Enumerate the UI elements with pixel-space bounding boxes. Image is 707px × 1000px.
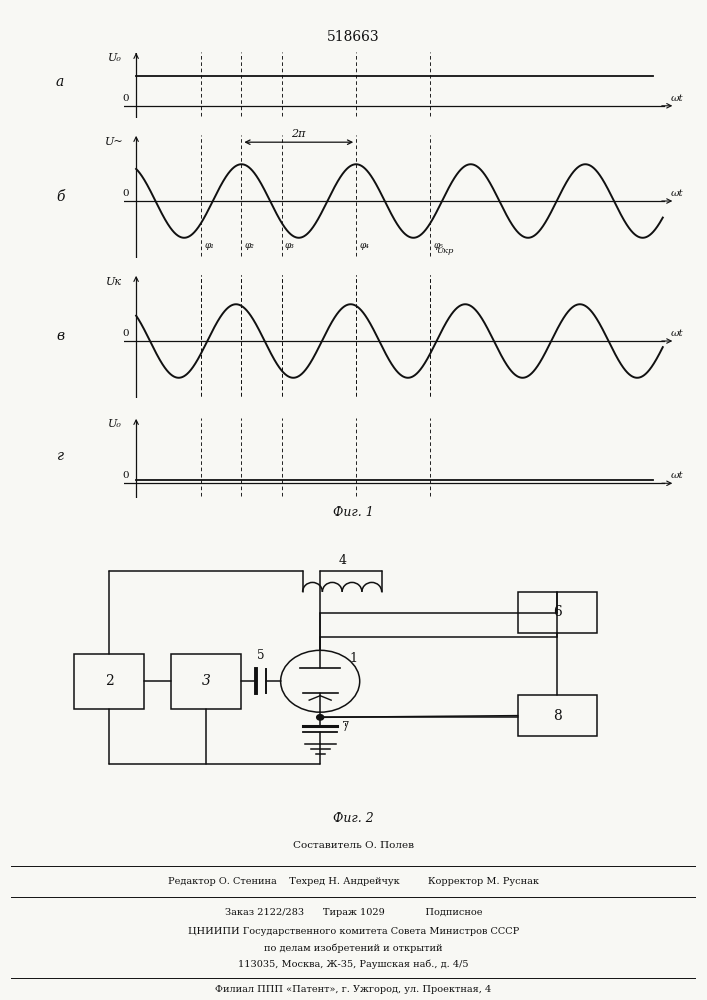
Text: Фиг. 2: Фиг. 2 — [333, 812, 374, 824]
Text: 7: 7 — [342, 721, 350, 734]
Text: а: а — [56, 75, 64, 89]
Text: 2: 2 — [105, 674, 114, 688]
Text: 0: 0 — [122, 189, 129, 198]
Text: φ₂: φ₂ — [245, 241, 255, 250]
Text: ': ' — [344, 723, 347, 733]
Text: ωt: ωt — [670, 471, 683, 480]
Text: Uк: Uк — [107, 277, 122, 287]
Text: по делам изобретений и открытий: по делам изобретений и открытий — [264, 944, 443, 953]
Text: 113035, Москва, Ж-35, Раушская наб., д. 4/5: 113035, Москва, Ж-35, Раушская наб., д. … — [238, 959, 469, 969]
Text: г: г — [57, 449, 64, 463]
Text: Фиг. 1: Фиг. 1 — [333, 506, 374, 520]
Text: 2π: 2π — [291, 129, 306, 139]
Text: 8: 8 — [553, 709, 562, 723]
Text: ЦНИИПИ Государственного комитета Совета Министров СССР: ЦНИИПИ Государственного комитета Совета … — [188, 927, 519, 936]
Text: 1: 1 — [349, 652, 357, 665]
Text: φ₅: φ₅ — [433, 241, 443, 250]
Text: φ₁: φ₁ — [204, 241, 214, 250]
Text: Uкр: Uкр — [437, 247, 454, 255]
Text: 518663: 518663 — [327, 30, 380, 44]
Text: U₀: U₀ — [107, 419, 122, 429]
Text: 0: 0 — [122, 471, 129, 480]
Bar — [171, 654, 241, 709]
Text: б: б — [56, 190, 64, 204]
Text: ωt: ωt — [670, 94, 683, 103]
Text: U₀: U₀ — [107, 53, 122, 63]
Bar — [74, 654, 144, 709]
Text: 3: 3 — [201, 674, 211, 688]
Text: 0: 0 — [122, 94, 129, 103]
Text: ωt: ωt — [670, 329, 683, 338]
Text: φ₄: φ₄ — [359, 241, 369, 250]
Text: φ₃: φ₃ — [285, 241, 295, 250]
Bar — [518, 695, 597, 736]
Text: 4: 4 — [338, 554, 346, 567]
Circle shape — [317, 715, 324, 720]
Text: 5: 5 — [257, 649, 264, 662]
Text: Заказ 2122/283      Тираж 1029             Подписное: Заказ 2122/283 Тираж 1029 Подписное — [225, 908, 482, 917]
Bar — [518, 592, 597, 633]
Text: 0: 0 — [122, 329, 129, 338]
Text: 6: 6 — [553, 605, 562, 619]
Text: в: в — [56, 329, 64, 343]
Text: ωt: ωt — [670, 189, 683, 198]
Text: Редактор О. Стенина    Техред Н. Андрейчук         Корректор М. Руснак: Редактор О. Стенина Техред Н. Андрейчук … — [168, 877, 539, 886]
Text: Филиал ППП «Патент», г. Ужгород, ул. Проектная, 4: Филиал ППП «Патент», г. Ужгород, ул. Про… — [216, 985, 491, 994]
Text: Составитель О. Полев: Составитель О. Полев — [293, 841, 414, 850]
Text: U~: U~ — [105, 137, 124, 147]
